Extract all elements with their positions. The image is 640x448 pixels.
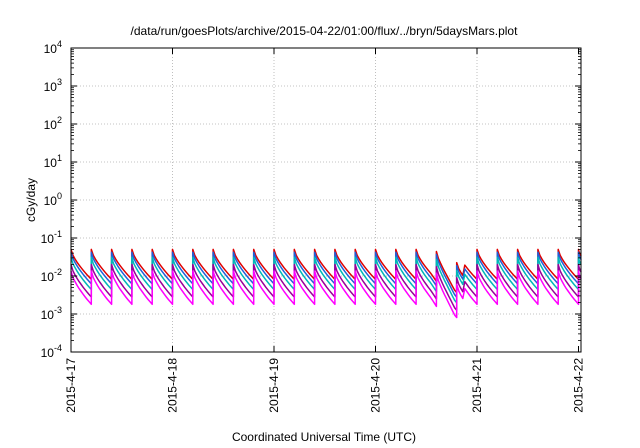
y-tick-label: 102 <box>44 115 62 132</box>
x-tick-label: 2015-4-19 <box>267 358 281 413</box>
y-tick-label: 10-4 <box>41 343 62 360</box>
x-tick-label: 2015-4-20 <box>369 358 383 413</box>
y-tick-label: 10-1 <box>41 229 62 246</box>
x-tick-label: 2015-4-21 <box>470 358 484 413</box>
y-tick-label: 10-3 <box>41 305 62 322</box>
x-tick-label: 2015-4-17 <box>64 358 78 413</box>
x-axis-label: Coordinated Universal Time (UTC) <box>232 430 416 444</box>
x-tick-label: 2015-4-22 <box>572 358 586 413</box>
y-tick-label: 104 <box>44 39 62 56</box>
x-axis-tick-labels: 2015-4-17 2015-4-18 2015-4-19 2015-4-20 2015… <box>64 358 586 413</box>
series-group <box>70 248 582 319</box>
series-line <box>70 270 582 319</box>
chart-title: /data/run/goesPlots/archive/2015-04-22/0… <box>131 24 519 38</box>
y-tick-label: 103 <box>44 77 62 94</box>
y-axis-tick-labels: 10-4 10-3 10-2 10-1 100 101 102 103 104 <box>41 39 62 360</box>
y-tick-label: 100 <box>44 191 62 208</box>
y-tick-label: 10-2 <box>41 267 62 284</box>
y-tick-label: 101 <box>44 153 62 170</box>
grid <box>71 48 581 352</box>
x-tick-label: 2015-4-18 <box>166 358 180 413</box>
axis-ticks <box>70 47 581 353</box>
y-axis-label: cGy/day <box>24 178 38 222</box>
